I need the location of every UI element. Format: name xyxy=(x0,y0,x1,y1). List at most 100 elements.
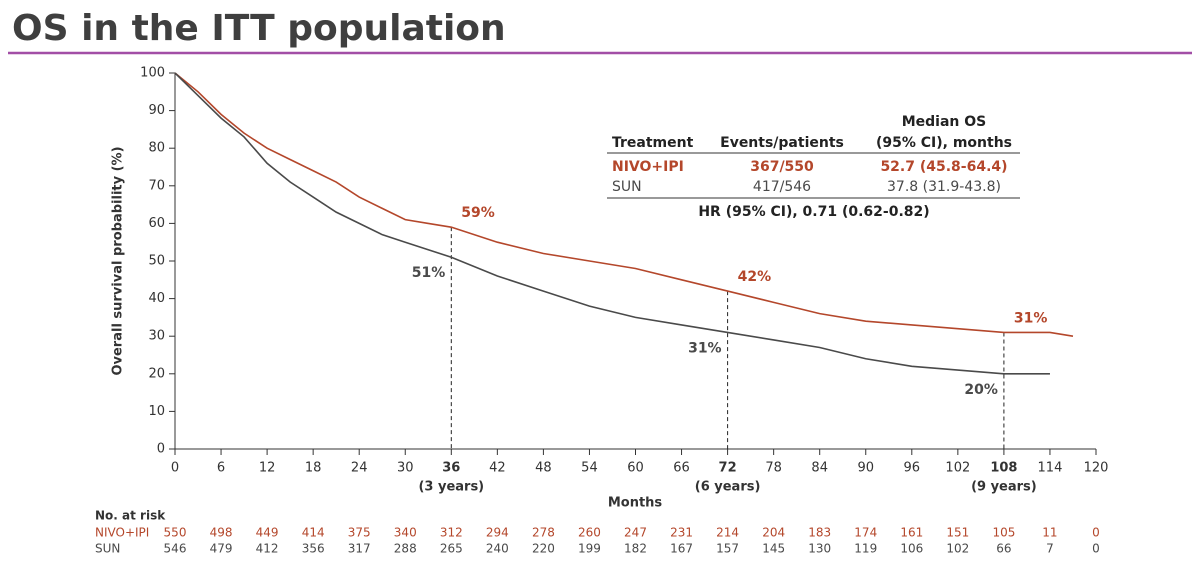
curve-annotation: 59% xyxy=(461,205,495,221)
y-axis-label: Overall survival probability (%) xyxy=(111,146,126,375)
at-risk-value: 414 xyxy=(302,526,325,540)
at-risk-value: 7 xyxy=(1046,542,1054,556)
reference-label: (6 years) xyxy=(695,480,761,495)
at-risk-value: 66 xyxy=(996,542,1011,556)
at-risk-name: SUN xyxy=(95,542,120,556)
at-risk-value: 145 xyxy=(762,542,785,556)
at-risk-value: 412 xyxy=(256,542,279,556)
table-header: Treatment xyxy=(612,135,694,151)
at-risk-value: 0 xyxy=(1092,542,1100,556)
x-tick-label: 36 xyxy=(442,461,460,476)
survival-curve xyxy=(174,72,1074,337)
x-tick-label: 48 xyxy=(535,461,552,476)
table-cell: 37.8 (31.9-43.8) xyxy=(887,179,1001,195)
at-risk-value: 151 xyxy=(946,526,969,540)
at-risk-value: 260 xyxy=(578,526,601,540)
at-risk-value: 0 xyxy=(1092,526,1100,540)
x-tick-label: 108 xyxy=(990,461,1017,476)
at-risk-value: 102 xyxy=(946,542,969,556)
x-tick-label: 24 xyxy=(351,461,368,476)
x-tick-label: 96 xyxy=(904,461,921,476)
curve-annotation: 42% xyxy=(738,269,772,285)
x-tick-label: 42 xyxy=(489,461,506,476)
y-tick-label: 80 xyxy=(148,141,165,156)
at-risk-value: 199 xyxy=(578,542,601,556)
y-tick-label: 90 xyxy=(148,103,165,118)
at-risk-value: 498 xyxy=(210,526,233,540)
x-tick-label: 120 xyxy=(1084,461,1109,476)
table-cell: SUN xyxy=(612,179,642,195)
at-risk-value: 11 xyxy=(1042,526,1057,540)
at-risk-value: 167 xyxy=(670,542,693,556)
survival-curve xyxy=(174,72,1050,375)
curve-annotation: 20% xyxy=(964,382,998,398)
curve-annotation: 31% xyxy=(1014,310,1048,326)
table-footer: HR (95% CI), 0.71 (0.62-0.82) xyxy=(698,204,929,220)
at-risk-value: 183 xyxy=(808,526,831,540)
at-risk-value: 204 xyxy=(762,526,785,540)
x-tick-label: 114 xyxy=(1038,461,1063,476)
table-cell: 367/550 xyxy=(750,159,814,175)
x-tick-label: 12 xyxy=(259,461,276,476)
reference-label: (9 years) xyxy=(971,480,1037,495)
table-cell: 52.7 (45.8-64.4) xyxy=(880,159,1007,175)
x-tick-label: 54 xyxy=(581,461,598,476)
x-axis-label: Months xyxy=(608,496,663,511)
y-tick-label: 60 xyxy=(148,216,165,231)
at-risk-value: 288 xyxy=(394,542,417,556)
at-risk-value: 317 xyxy=(348,542,371,556)
x-tick-label: 90 xyxy=(857,461,874,476)
at-risk-value: 130 xyxy=(808,542,831,556)
x-tick-label: 60 xyxy=(627,461,644,476)
y-tick-label: 100 xyxy=(140,66,165,81)
at-risk-name: NIVO+IPI xyxy=(95,526,149,540)
at-risk-value: 105 xyxy=(992,526,1015,540)
x-tick-label: 72 xyxy=(719,461,737,476)
at-risk-value: 550 xyxy=(164,526,187,540)
curve-annotation: 51% xyxy=(412,265,446,281)
curve-annotation: 31% xyxy=(688,340,722,356)
at-risk-value: 231 xyxy=(670,526,693,540)
at-risk-value: 265 xyxy=(440,542,463,556)
at-risk-value: 214 xyxy=(716,526,739,540)
y-tick-label: 70 xyxy=(148,178,165,193)
table-cell: 417/546 xyxy=(753,179,811,195)
at-risk-value: 247 xyxy=(624,526,647,540)
x-tick-label: 66 xyxy=(673,461,690,476)
table-header: Events/patients xyxy=(720,135,844,151)
at-risk-title: No. at risk xyxy=(95,509,166,523)
at-risk-value: 546 xyxy=(164,542,187,556)
at-risk-value: 294 xyxy=(486,526,509,540)
at-risk-value: 356 xyxy=(302,542,325,556)
x-tick-label: 84 xyxy=(811,461,828,476)
at-risk-value: 375 xyxy=(348,526,371,540)
at-risk-value: 174 xyxy=(854,526,877,540)
x-tick-label: 102 xyxy=(945,461,970,476)
at-risk-value: 312 xyxy=(440,526,463,540)
at-risk-value: 157 xyxy=(716,542,739,556)
at-risk-value: 240 xyxy=(486,542,509,556)
x-tick-label: 78 xyxy=(765,461,782,476)
reference-label: (3 years) xyxy=(418,480,484,495)
at-risk-value: 182 xyxy=(624,542,647,556)
table-super-header: Median OS xyxy=(902,114,987,130)
chart-title: OS in the ITT population xyxy=(12,8,506,49)
y-tick-label: 20 xyxy=(148,366,165,381)
y-tick-label: 30 xyxy=(148,329,165,344)
x-tick-label: 30 xyxy=(397,461,414,476)
table-header: (95% CI), months xyxy=(876,135,1012,151)
at-risk-value: 340 xyxy=(394,526,417,540)
at-risk-value: 278 xyxy=(532,526,555,540)
y-tick-label: 0 xyxy=(157,442,165,457)
y-tick-label: 10 xyxy=(148,404,165,419)
at-risk-value: 479 xyxy=(210,542,233,556)
x-tick-label: 18 xyxy=(305,461,322,476)
y-tick-label: 50 xyxy=(148,254,165,269)
at-risk-value: 119 xyxy=(854,542,877,556)
x-tick-label: 6 xyxy=(217,461,225,476)
at-risk-value: 449 xyxy=(256,526,279,540)
table-cell: NIVO+IPI xyxy=(612,159,684,175)
x-tick-label: 0 xyxy=(171,461,179,476)
y-tick-label: 40 xyxy=(148,291,165,306)
